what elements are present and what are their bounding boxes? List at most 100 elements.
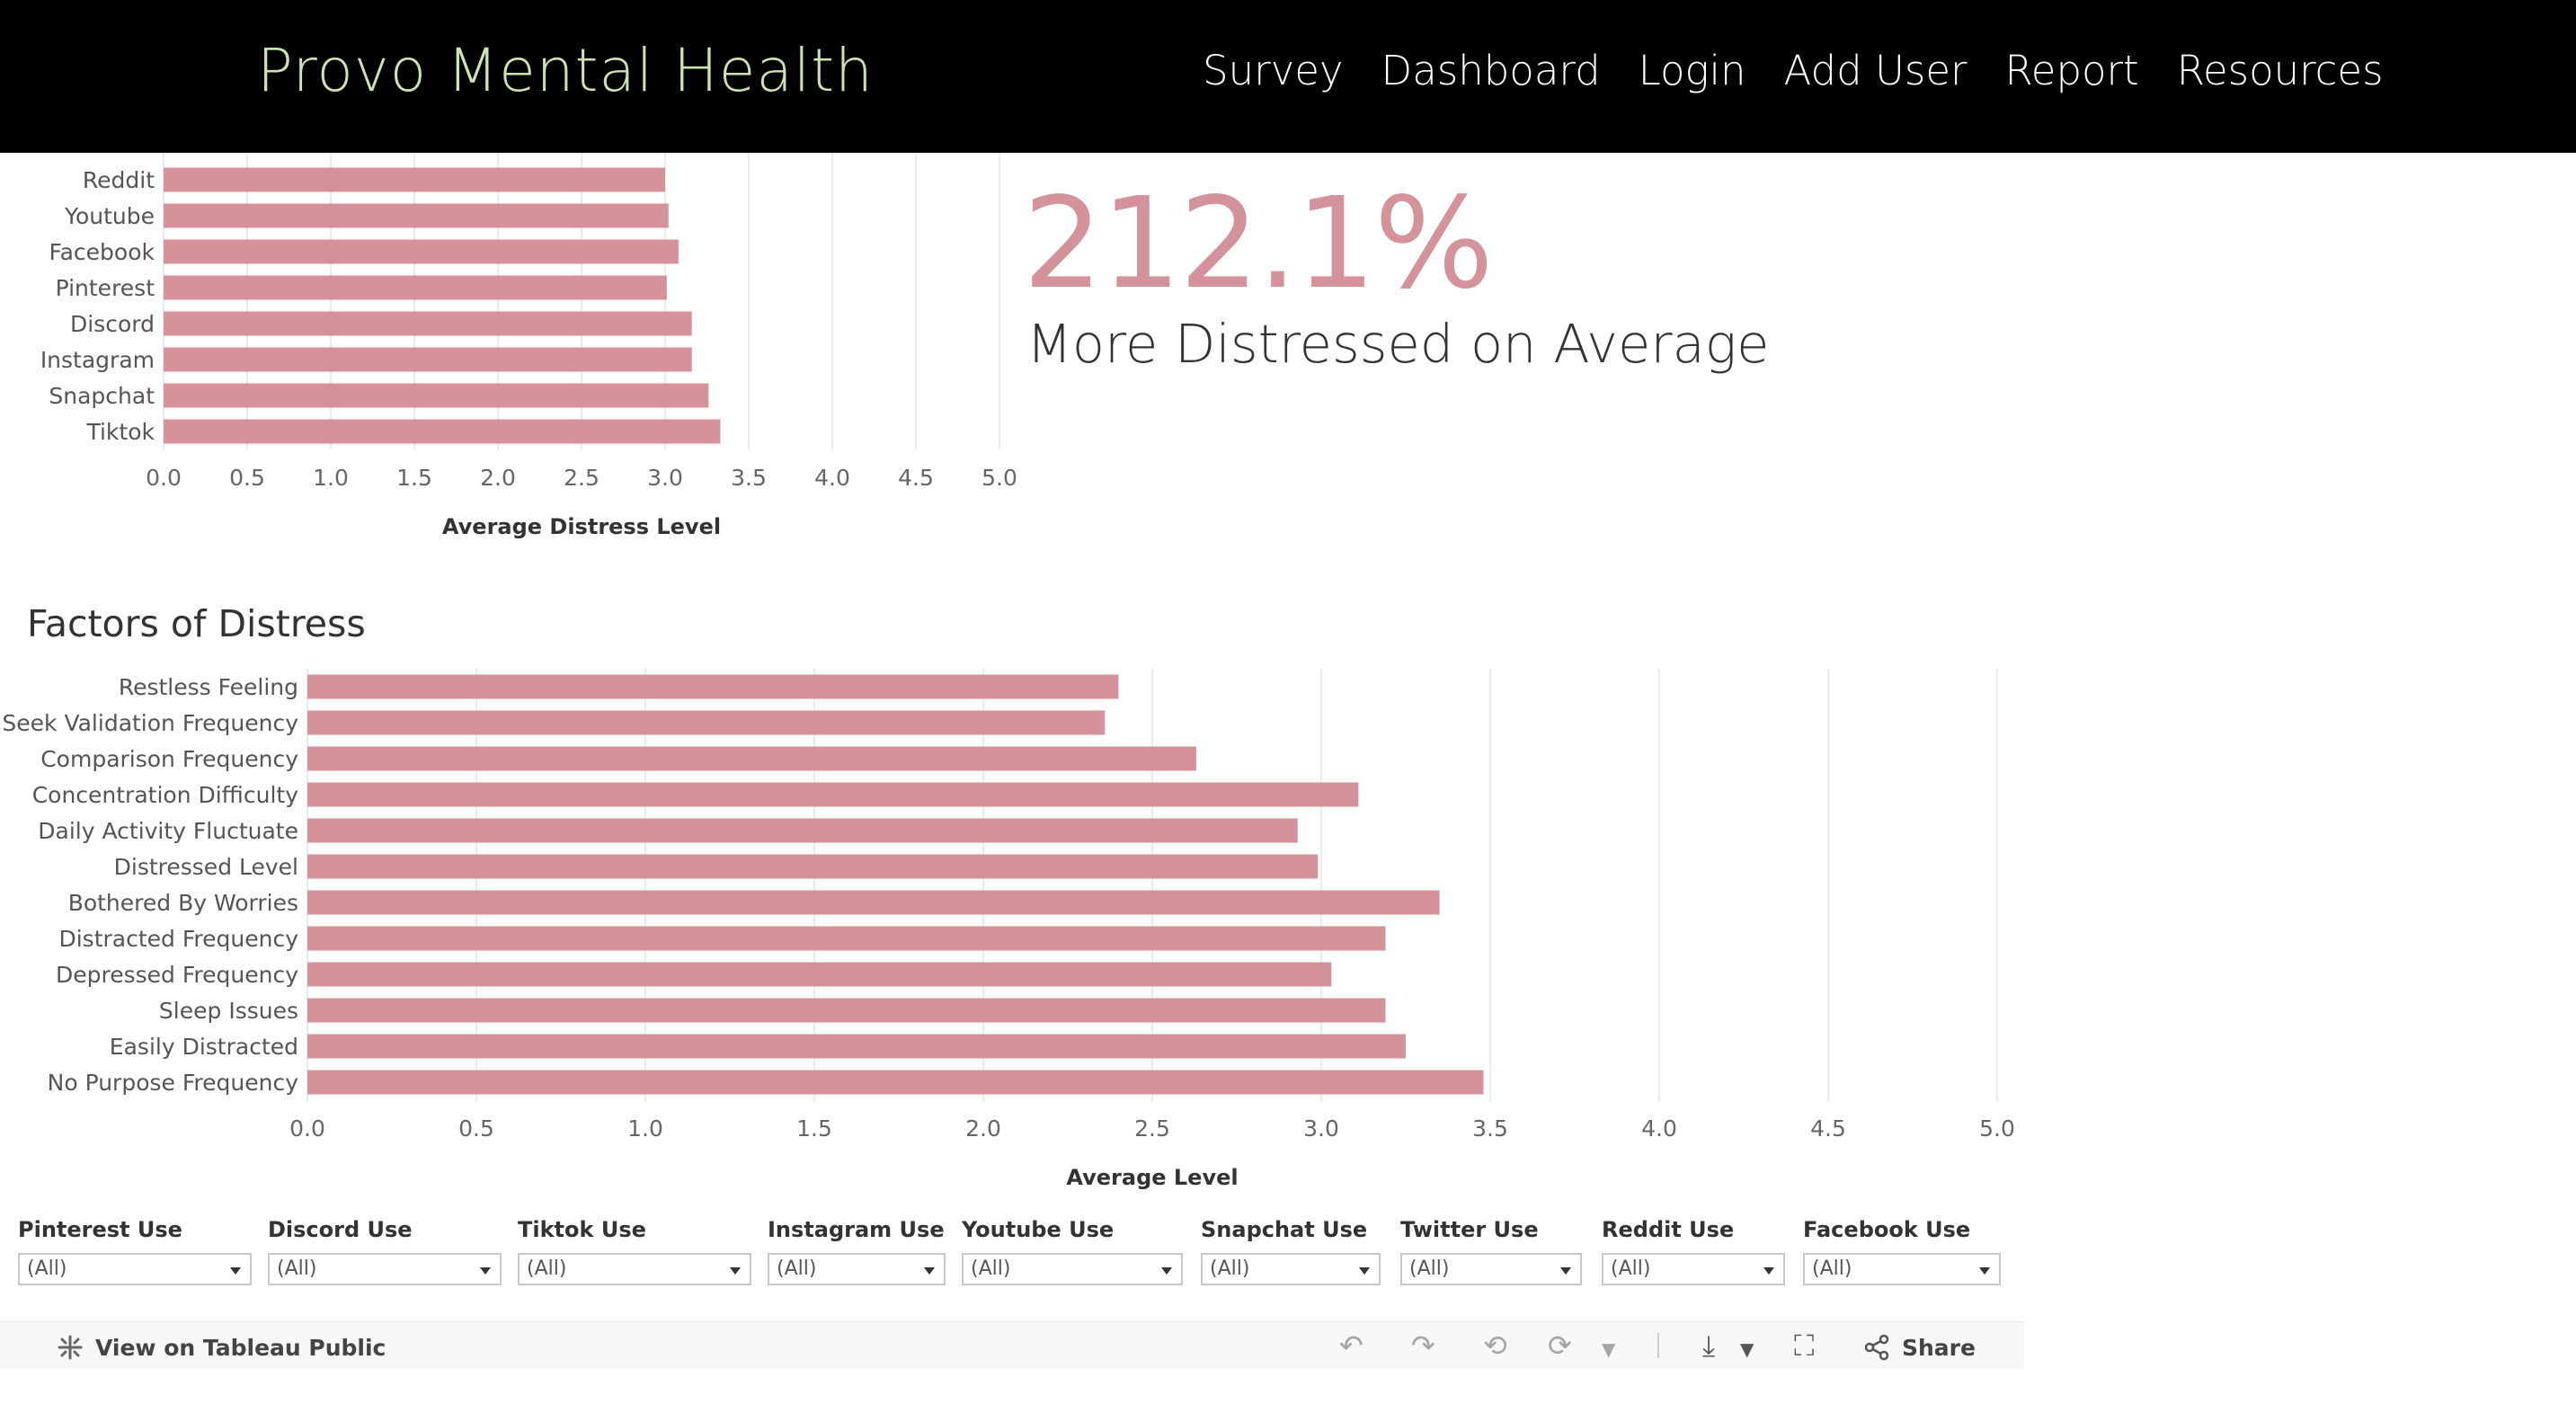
bar-youtube[interactable] [164, 203, 669, 228]
refresh-icon[interactable]: ⟳ [1548, 1329, 1572, 1363]
filter-value: (All) [1210, 1257, 1250, 1280]
bar-depressed-frequency[interactable] [307, 962, 1332, 987]
bar-bothered-by-worries[interactable] [307, 890, 1440, 915]
factors-distress-chart: Restless Feeling Seek Validation Frequenc… [2, 669, 2015, 1190]
bar-restless-feeling[interactable] [307, 674, 1119, 699]
bar-reddit[interactable] [164, 167, 665, 192]
filter-label: Tiktok Use [518, 1217, 646, 1242]
tick-label: 3.0 [647, 465, 683, 491]
bar-tiktok[interactable] [164, 419, 721, 444]
tick-label: 1.0 [313, 465, 349, 491]
chevron-down-icon[interactable]: ▼ [1740, 1338, 1754, 1360]
nav-link-survey[interactable]: Survey [1203, 47, 1344, 94]
tick-label: 5.0 [982, 465, 1017, 491]
caret-down-icon [480, 1267, 491, 1275]
bar-no-purpose-frequency[interactable] [307, 1070, 1484, 1095]
filter-pinterest: Pinterest Use (All) [18, 1217, 252, 1285]
bar-sleep-issues[interactable] [307, 998, 1386, 1023]
category-label: Instagram [40, 347, 155, 373]
category-label: Distressed Level [114, 854, 298, 880]
filter-label: Discord Use [268, 1217, 413, 1242]
caret-down-icon [1161, 1267, 1172, 1275]
chevron-down-icon[interactable]: ▼ [1602, 1338, 1616, 1360]
bar-snapchat[interactable] [164, 383, 709, 408]
tick-label: 3.5 [731, 465, 767, 491]
tick-label: 1.5 [396, 465, 432, 491]
filter-dropdown[interactable]: (All) [268, 1253, 502, 1285]
share-button[interactable]: Share [1862, 1333, 1976, 1362]
bar-distracted-frequency[interactable] [307, 926, 1386, 951]
bar-daily-activity-fluctuate[interactable] [307, 818, 1298, 843]
bar-easily-distracted[interactable] [307, 1034, 1406, 1059]
axis-title: Average Level [1066, 1165, 1238, 1190]
tick-label: 2.5 [564, 465, 600, 491]
bar-comparison-frequency[interactable] [307, 746, 1196, 771]
bar-facebook[interactable] [164, 239, 679, 264]
filter-dropdown[interactable]: (All) [1400, 1253, 1582, 1285]
filter-value: (All) [277, 1257, 317, 1280]
revert-icon[interactable]: ⟲ [1483, 1329, 1507, 1363]
category-label: Sleep Issues [159, 998, 298, 1024]
fullscreen-icon[interactable]: ⛶ [1794, 1329, 1815, 1363]
kpi-caption: More Distressed on Average [1026, 313, 1770, 375]
tick-label: 5.0 [1979, 1115, 2015, 1142]
filter-value: (All) [1812, 1257, 1852, 1280]
bar-pinterest[interactable] [164, 275, 667, 300]
filter-dropdown[interactable]: (All) [1602, 1253, 1785, 1285]
filter-value: (All) [1409, 1257, 1450, 1280]
filter-dropdown[interactable]: (All) [1803, 1253, 2001, 1285]
filter-value: (All) [971, 1257, 1011, 1280]
undo-icon[interactable]: ↶ [1339, 1329, 1364, 1363]
kpi-value: 212.1% [1023, 171, 1494, 317]
platform-distress-chart: Reddit Youtube Facebook Pinterest Discord Ins… [40, 153, 1017, 539]
filter-twitter: Twitter Use (All) [1400, 1217, 1582, 1285]
filter-instagram: Instagram Use (All) [768, 1217, 946, 1285]
download-icon[interactable]: ⤓ [1702, 1329, 1716, 1363]
bar-discord[interactable] [164, 311, 692, 336]
nav-link-resources[interactable]: Resources [2176, 47, 2384, 94]
nav-link-add-user[interactable]: Add User [1783, 47, 1968, 94]
bar-distressed-level[interactable] [307, 854, 1319, 879]
filter-dropdown[interactable]: (All) [1201, 1253, 1381, 1285]
toolbar-divider [1657, 1333, 1659, 1358]
filter-dropdown[interactable]: (All) [962, 1253, 1183, 1285]
filter-value: (All) [1611, 1257, 1651, 1280]
filter-dropdown[interactable]: (All) [518, 1253, 751, 1285]
caret-down-icon [1763, 1267, 1774, 1275]
tick-label: 3.5 [1472, 1115, 1508, 1142]
nav-link-login[interactable]: Login [1638, 47, 1746, 94]
category-label: Reddit [83, 167, 155, 193]
nav-link-dashboard[interactable]: Dashboard [1381, 47, 1601, 94]
caret-down-icon [230, 1267, 241, 1275]
tableau-logo-icon [58, 1335, 83, 1360]
redo-icon[interactable]: ↷ [1411, 1329, 1435, 1363]
filter-dropdown[interactable]: (All) [18, 1253, 252, 1285]
bar-instagram[interactable] [164, 347, 692, 372]
filter-label: Twitter Use [1400, 1217, 1539, 1242]
filter-label: Instagram Use [768, 1217, 945, 1242]
filter-bar: Pinterest Use (All) Discord Use (All) Ti… [0, 1217, 2024, 1298]
tick-label: 0.5 [229, 465, 265, 491]
filter-value: (All) [527, 1257, 567, 1280]
nav-links: Survey Dashboard Login Add User Report R… [1203, 47, 2421, 94]
tick-label: 1.5 [796, 1115, 832, 1142]
filter-label: Reddit Use [1602, 1217, 1735, 1242]
tick-label: 2.0 [480, 465, 516, 491]
category-label: Youtube [64, 203, 155, 229]
view-on-tableau-link[interactable]: View on Tableau Public [56, 1333, 386, 1362]
filter-dropdown[interactable]: (All) [768, 1253, 946, 1285]
filter-reddit: Reddit Use (All) [1602, 1217, 1785, 1285]
filter-label: Snapchat Use [1201, 1217, 1368, 1242]
category-label: Snapchat [49, 383, 155, 409]
filter-discord: Discord Use (All) [268, 1217, 502, 1285]
tableau-toolbar: View on Tableau Public ↶ ↷ ⟲ ⟳ ▼ ⤓ ▼ ⛶ S… [0, 1321, 2024, 1369]
bar-concentration-difficulty[interactable] [307, 782, 1359, 807]
bar-seek-validation-frequency[interactable] [307, 710, 1106, 735]
share-icon [1864, 1334, 1889, 1361]
category-label: Depressed Frequency [56, 962, 298, 988]
category-label: Concentration Difficulty [32, 782, 299, 808]
nav-link-report[interactable]: Report [2004, 47, 2139, 94]
brand-link[interactable]: Provo Mental Health [257, 36, 874, 105]
tick-label: 0.0 [146, 465, 182, 491]
category-label: Restless Feeling [119, 674, 298, 700]
